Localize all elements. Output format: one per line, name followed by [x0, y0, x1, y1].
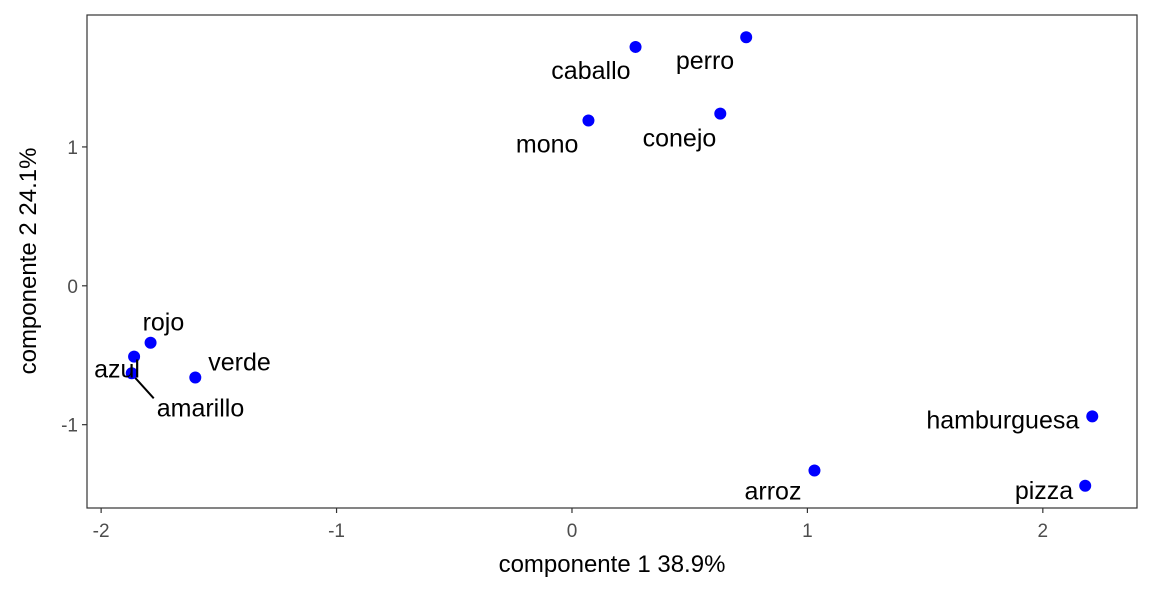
x-tick-label: 2	[1038, 521, 1049, 542]
x-tick-label: -1	[328, 521, 345, 542]
label-arroz: arroz	[744, 478, 801, 506]
point-verde	[189, 371, 202, 384]
label-pizza: pizza	[1015, 477, 1073, 505]
point-hamburguesa	[1086, 410, 1099, 423]
label-perro: perro	[676, 47, 734, 75]
point-amarillo	[125, 367, 138, 380]
y-axis-ticks: -1 0 1	[61, 138, 87, 437]
label-rojo: rojo	[143, 309, 185, 337]
y-tick-label: 1	[67, 138, 78, 159]
y-tick-label: 0	[67, 277, 78, 298]
x-tick-label: 0	[567, 521, 578, 542]
plot-panel	[86, 14, 1138, 509]
x-tick-label: 1	[802, 521, 813, 542]
label-azul: azul	[94, 356, 140, 384]
label-mono: mono	[516, 131, 579, 159]
leader-line-amarillo	[133, 376, 155, 399]
point-mono	[582, 114, 595, 127]
label-amarillo: amarillo	[157, 394, 245, 422]
point-conejo	[714, 107, 727, 120]
label-verde: verde	[208, 348, 271, 376]
x-tick-label: -2	[93, 521, 110, 542]
y-axis-title: componente 2 24.1%	[15, 148, 42, 375]
point-pizza	[1079, 479, 1092, 492]
point-azul	[128, 350, 141, 363]
y-tick-label: -1	[61, 416, 78, 437]
label-hamburguesa: hamburguesa	[926, 406, 1079, 434]
point-caballo	[629, 40, 642, 53]
point-arroz	[808, 464, 821, 477]
point-perro	[740, 31, 753, 44]
label-conejo: conejo	[643, 125, 717, 153]
label-leader-lines	[133, 376, 155, 399]
data-points	[125, 31, 1099, 492]
label-caballo: caballo	[551, 57, 630, 85]
x-axis-title: componente 1 38.9%	[499, 551, 726, 578]
point-rojo	[144, 336, 157, 349]
x-axis-ticks: -2 -1 0 1 2	[93, 508, 1048, 542]
